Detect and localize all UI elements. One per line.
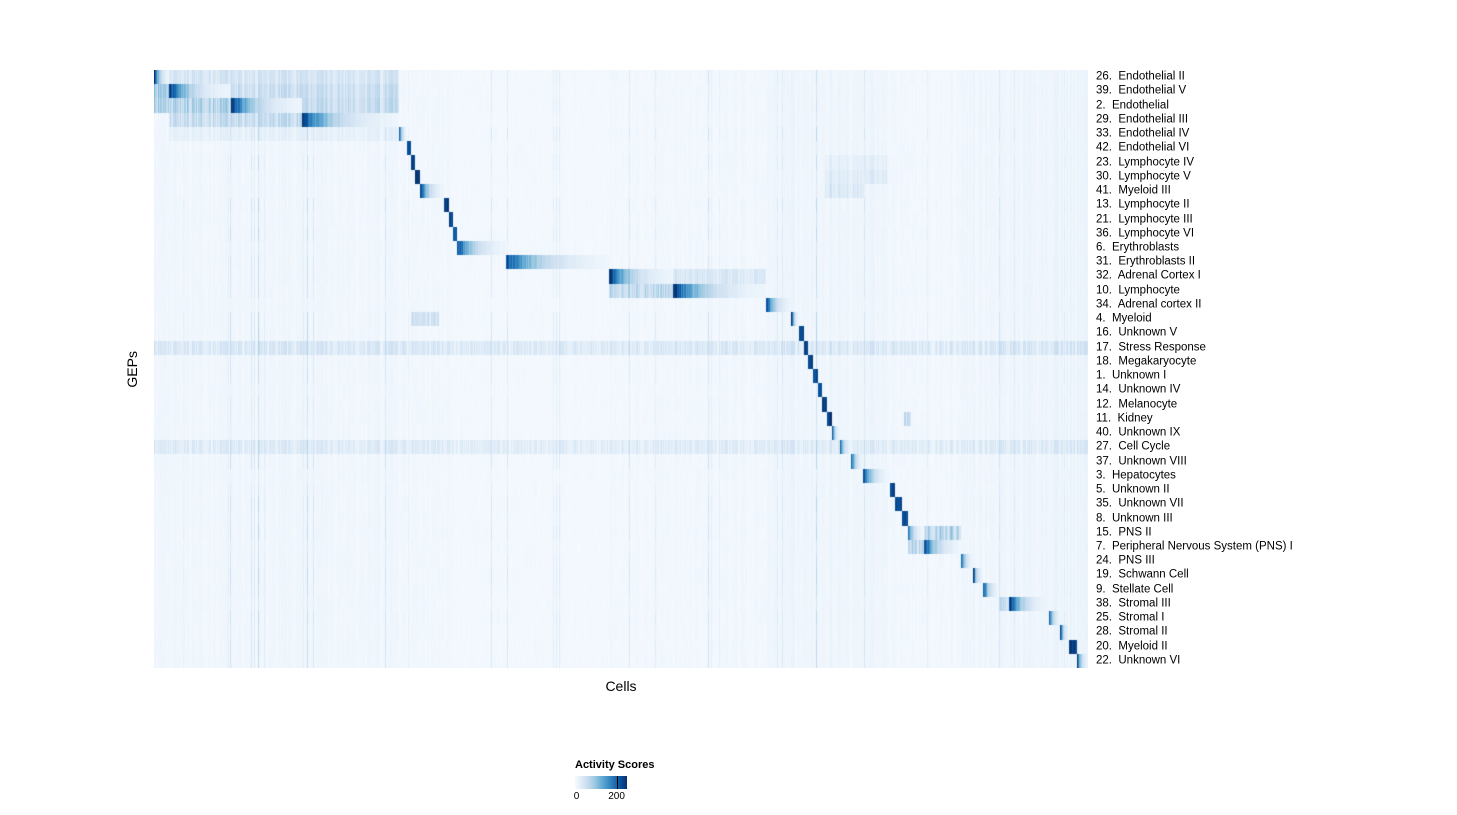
row-label: 9. Stellate Cell — [1096, 582, 1174, 595]
row-label: 8. Unknown III — [1096, 511, 1173, 524]
row-label: 14. Unknown IV — [1096, 383, 1181, 396]
y-axis-label: GEPs — [120, 70, 144, 668]
row-label: 34. Adrenal cortex II — [1096, 298, 1202, 311]
row-label: 38. Stromal III — [1096, 597, 1171, 610]
row-label: 32. Adrenal Cortex I — [1096, 269, 1201, 282]
row-label: 16. Unknown V — [1096, 326, 1178, 339]
row-label: 27. Cell Cycle — [1096, 440, 1171, 453]
row-label: 37. Unknown VIII — [1096, 454, 1187, 467]
row-label: 41. Myeloid III — [1096, 184, 1171, 197]
row-label: 33. Endothelial IV — [1096, 127, 1190, 140]
y-axis-label-text: GEPs — [124, 350, 140, 388]
row-label: 12. Melanocyte — [1096, 397, 1178, 410]
colorbar-tick-line — [616, 776, 618, 789]
legend: Activity Scores 0 200 — [573, 759, 655, 803]
row-label: 18. Megakaryocyte — [1096, 355, 1197, 368]
row-label: 13. Lymphocyte II — [1096, 198, 1190, 211]
colorbar — [575, 776, 627, 789]
row-label: 1. Unknown I — [1096, 369, 1167, 382]
row-label: 3. Hepatocytes — [1096, 469, 1176, 482]
row-label: 11. Kidney — [1096, 412, 1153, 425]
row-label: 4. Myeloid — [1096, 312, 1152, 325]
row-label: 40. Unknown IX — [1096, 426, 1181, 439]
row-label: 21. Lymphocyte III — [1096, 212, 1193, 225]
row-label: 15. PNS II — [1096, 525, 1152, 538]
row-label: 36. Lymphocyte VI — [1096, 226, 1195, 239]
x-axis-label: Cells — [605, 678, 637, 694]
row-label: 39. Endothelial V — [1096, 84, 1187, 97]
row-label: 35. Unknown VII — [1096, 497, 1184, 510]
row-label: 5. Unknown II — [1096, 483, 1170, 496]
colorbar-tick-label: 200 — [608, 791, 625, 802]
heatmap-canvas — [154, 70, 1088, 668]
row-label: 20. Myeloid II — [1096, 639, 1168, 652]
row-label: 7. Peripheral Nervous System (PNS) I — [1096, 540, 1293, 553]
colorbar-tick-label: 0 — [573, 791, 580, 802]
colorbar-ticks: 0 200 — [573, 791, 635, 803]
row-label: 24. PNS III — [1096, 554, 1155, 567]
row-labels: 26. Endothelial II 39. Endothelial V 2. En… — [1096, 70, 1456, 668]
row-label: 19. Schwann Cell — [1096, 568, 1189, 581]
row-label: 6. Erythroblasts — [1096, 241, 1180, 254]
row-label: 31. Erythroblasts II — [1096, 255, 1196, 268]
row-label: 22. Unknown VI — [1096, 654, 1181, 667]
row-label: 25. Stromal I — [1096, 611, 1165, 624]
row-label: 23. Lymphocyte IV — [1096, 155, 1195, 168]
row-label: 29. Endothelial III — [1096, 113, 1189, 126]
colorbar-wrap — [575, 776, 627, 789]
row-label: 10. Lymphocyte — [1096, 283, 1180, 296]
row-label: 42. Endothelial VI — [1096, 141, 1190, 154]
legend-title: Activity Scores — [575, 759, 655, 771]
row-label: 30. Lymphocyte V — [1096, 170, 1191, 183]
row-label: 26. Endothelial II — [1096, 70, 1185, 83]
row-label: 17. Stress Response — [1096, 340, 1206, 353]
row-label: 28. Stromal II — [1096, 625, 1168, 638]
row-label: 2. Endothelial — [1096, 98, 1169, 111]
